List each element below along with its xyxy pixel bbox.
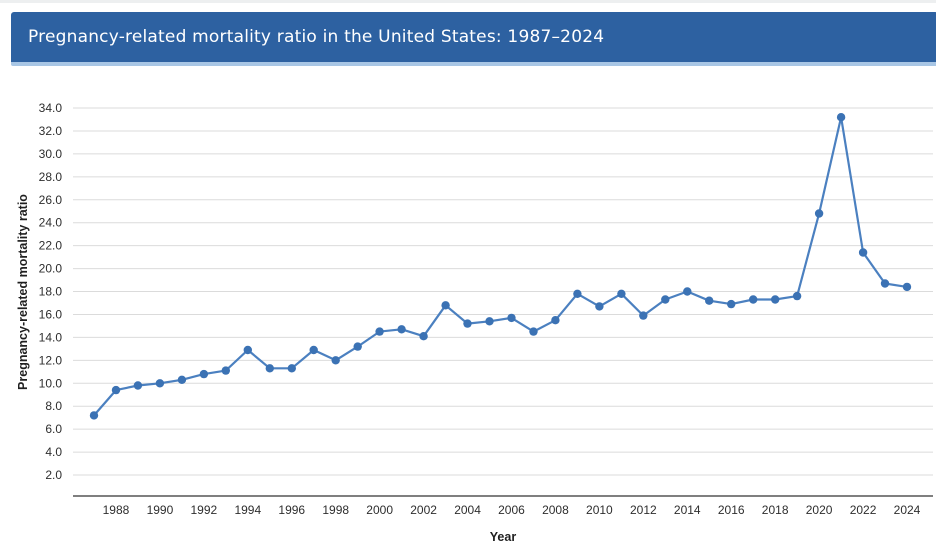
top-border [0, 0, 936, 3]
y-tick-label: 26.0 [39, 193, 63, 207]
data-point [573, 289, 582, 298]
y-tick-label: 24.0 [39, 216, 63, 230]
data-point [858, 248, 868, 257]
data-point [265, 364, 274, 373]
x-tick-label: 2012 [630, 503, 657, 517]
y-tick-label: 34.0 [39, 101, 63, 115]
data-point [287, 364, 296, 373]
y-tick-label: 32.0 [39, 124, 63, 138]
y-tick-label: 12.0 [39, 353, 63, 367]
x-tick-label: 2016 [718, 503, 745, 517]
x-tick-label: 2008 [542, 503, 569, 517]
x-axis-title: Year [490, 530, 517, 544]
data-point [353, 342, 362, 351]
x-tick-label: 2024 [894, 503, 921, 517]
data-point [199, 369, 209, 379]
data-point [89, 411, 99, 420]
data-point [221, 366, 230, 375]
y-tick-label: 8.0 [45, 399, 62, 413]
data-point [749, 295, 758, 304]
x-tick-label: 1992 [191, 503, 218, 517]
x-tick-label: 2014 [674, 503, 701, 517]
data-point [309, 345, 318, 355]
data-point [463, 319, 472, 328]
data-point [551, 316, 560, 325]
x-tick-label: 2004 [454, 503, 481, 517]
x-tick-label: 1994 [234, 503, 261, 517]
y-tick-label: 30.0 [39, 147, 63, 161]
y-tick-label: 10.0 [39, 376, 63, 390]
y-tick-label: 28.0 [39, 170, 63, 184]
data-point [639, 311, 648, 320]
data-point [683, 287, 692, 296]
y-tick-label: 16.0 [39, 307, 63, 321]
y-tick-label: 4.0 [45, 445, 62, 459]
data-point [397, 325, 406, 334]
x-tick-label: 1996 [278, 503, 305, 517]
x-tick-label: 2002 [410, 503, 437, 517]
data-point [485, 317, 494, 326]
y-tick-label: 22.0 [39, 239, 63, 253]
x-tick-label: 1988 [103, 503, 130, 517]
data-point [617, 289, 626, 298]
data-point [727, 299, 736, 309]
data-point [177, 375, 187, 384]
data-point [243, 345, 252, 355]
y-tick-label: 2.0 [45, 468, 62, 482]
data-point [771, 295, 780, 304]
data-point [814, 209, 824, 218]
data-point [331, 356, 340, 365]
y-tick-label: 14.0 [39, 330, 63, 344]
x-tick-label: 2010 [586, 503, 613, 517]
data-point [529, 327, 538, 336]
data-point [375, 327, 384, 336]
data-point [441, 301, 450, 310]
data-point [595, 302, 604, 311]
chart-header: Pregnancy-related mortality ratio in the… [11, 12, 936, 66]
data-point [792, 291, 802, 301]
x-tick-label: 2020 [806, 503, 833, 517]
y-axis-title: Pregnancy-related mortality ratio [16, 194, 30, 390]
data-point [111, 385, 121, 395]
x-tick-label: 1990 [147, 503, 174, 517]
series-line [92, 116, 909, 417]
data-point [902, 282, 912, 292]
y-tick-label: 18.0 [39, 285, 63, 299]
y-tick-label: 6.0 [45, 422, 62, 436]
x-tick-label: 2000 [366, 503, 393, 517]
x-tick-label: 2006 [498, 503, 525, 517]
data-point [507, 313, 516, 323]
x-tick-label: 1998 [322, 503, 349, 517]
data-point [705, 296, 714, 305]
data-point [836, 113, 846, 122]
y-tick-label: 20.0 [39, 262, 63, 276]
data-point [419, 332, 428, 341]
data-point [133, 381, 143, 390]
data-point [880, 279, 890, 288]
data-point [155, 379, 165, 388]
x-tick-label: 2022 [850, 503, 877, 517]
x-tick-label: 2018 [762, 503, 789, 517]
chart-title: Pregnancy-related mortality ratio in the… [28, 27, 605, 47]
data-point [661, 295, 670, 304]
